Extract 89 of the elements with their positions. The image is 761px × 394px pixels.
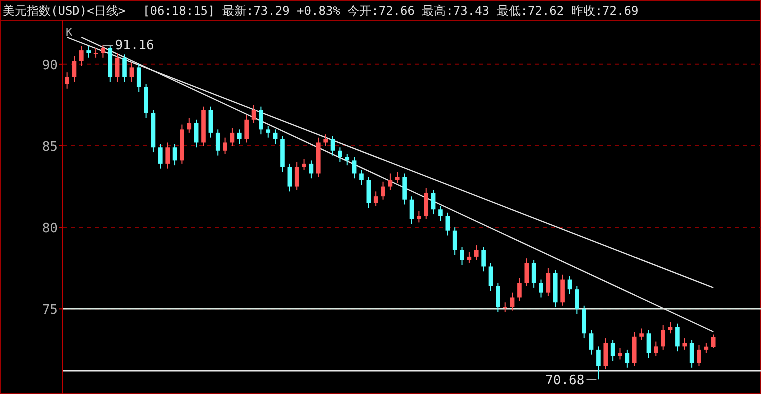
candlestick bbox=[610, 340, 616, 362]
candlestick bbox=[661, 324, 666, 350]
candlestick bbox=[65, 72, 70, 90]
candlestick bbox=[187, 118, 192, 134]
candlestick bbox=[646, 330, 652, 359]
candlestick bbox=[230, 128, 235, 146]
candlestick bbox=[294, 162, 300, 191]
candlestick bbox=[158, 144, 163, 170]
candlestick bbox=[166, 142, 170, 170]
candlestick bbox=[488, 262, 494, 292]
candlestick bbox=[417, 210, 422, 224]
candlestick bbox=[86, 46, 92, 58]
candlestick bbox=[345, 154, 350, 166]
candlestick bbox=[704, 342, 709, 354]
candlestick bbox=[668, 322, 673, 334]
candlestick bbox=[518, 278, 522, 302]
candlestick bbox=[208, 106, 214, 138]
candlestick bbox=[94, 48, 98, 58]
candlestick bbox=[524, 258, 530, 287]
candlestick bbox=[690, 340, 694, 368]
candlestick bbox=[452, 227, 458, 256]
candlestick bbox=[697, 344, 702, 367]
candlestick bbox=[575, 286, 580, 315]
candlestick bbox=[438, 206, 443, 222]
candlestick bbox=[460, 246, 464, 266]
candlestick bbox=[431, 190, 436, 216]
annotation: 70.68 bbox=[546, 374, 585, 389]
candlestick bbox=[80, 46, 84, 67]
candlestick bbox=[546, 268, 551, 297]
candlestick bbox=[288, 163, 292, 192]
candlestick bbox=[446, 212, 450, 236]
y-tick-label: 85 bbox=[42, 140, 58, 155]
candlestick bbox=[130, 62, 134, 83]
candlestick bbox=[136, 64, 142, 93]
candlestick bbox=[711, 334, 716, 348]
candlestick bbox=[374, 191, 378, 207]
candlestick bbox=[510, 292, 515, 312]
candlestick bbox=[625, 349, 630, 368]
candlestick bbox=[72, 56, 77, 83]
candlestick bbox=[338, 147, 342, 163]
candlestick bbox=[640, 328, 644, 341]
candlestick bbox=[424, 188, 429, 220]
candlestick bbox=[532, 260, 536, 288]
y-tick-label: 90 bbox=[42, 58, 58, 74]
candlestick bbox=[352, 156, 357, 180]
candlestick bbox=[330, 136, 336, 156]
candlestick bbox=[259, 106, 264, 136]
candlestick bbox=[596, 346, 601, 380]
candlestick bbox=[223, 137, 228, 155]
candlestick bbox=[388, 173, 393, 191]
candlestick bbox=[654, 341, 658, 357]
candlestick bbox=[122, 54, 127, 83]
candlestick bbox=[216, 129, 220, 156]
chart-subtitle: [06:18:15] 最新:73.29 +0.83% 今开:72.66 最高:73.43 最低:72.62 昨收:72.69 bbox=[143, 4, 639, 18]
candlestick bbox=[482, 246, 486, 272]
candlestick bbox=[503, 302, 508, 313]
candlestick bbox=[101, 44, 106, 58]
candlestick bbox=[238, 129, 242, 145]
annotation: K bbox=[66, 26, 73, 39]
candlestick bbox=[324, 134, 328, 146]
y-tick-label: 75 bbox=[42, 303, 58, 318]
candlestick bbox=[604, 338, 608, 370]
candlestick bbox=[244, 114, 249, 144]
candlestick bbox=[589, 330, 594, 356]
chart-title: 美元指数(USD)<日线> bbox=[3, 4, 126, 18]
candlestick bbox=[568, 276, 572, 295]
candlestick bbox=[474, 245, 479, 261]
candlestick bbox=[496, 282, 500, 313]
candlestick bbox=[252, 104, 256, 124]
candlestick bbox=[194, 119, 199, 148]
candlestick bbox=[381, 181, 386, 200]
candlestick bbox=[676, 323, 680, 352]
candlestick bbox=[172, 144, 178, 166]
y-tick-label: 80 bbox=[42, 222, 58, 237]
candlestick bbox=[115, 52, 120, 83]
candlestick bbox=[309, 160, 314, 180]
candlestick bbox=[402, 173, 407, 206]
candlestick bbox=[360, 170, 364, 186]
candlestick bbox=[682, 338, 688, 350]
candlestick bbox=[539, 279, 544, 298]
candlestick bbox=[410, 196, 414, 225]
candlestick bbox=[273, 129, 278, 145]
candlestick bbox=[560, 274, 565, 306]
candlestick bbox=[366, 176, 372, 208]
annotation: 91.16 bbox=[115, 38, 154, 54]
candlestick bbox=[266, 126, 271, 138]
candlestick bbox=[302, 158, 306, 171]
candlestick bbox=[395, 172, 400, 184]
candlestick bbox=[618, 348, 622, 360]
